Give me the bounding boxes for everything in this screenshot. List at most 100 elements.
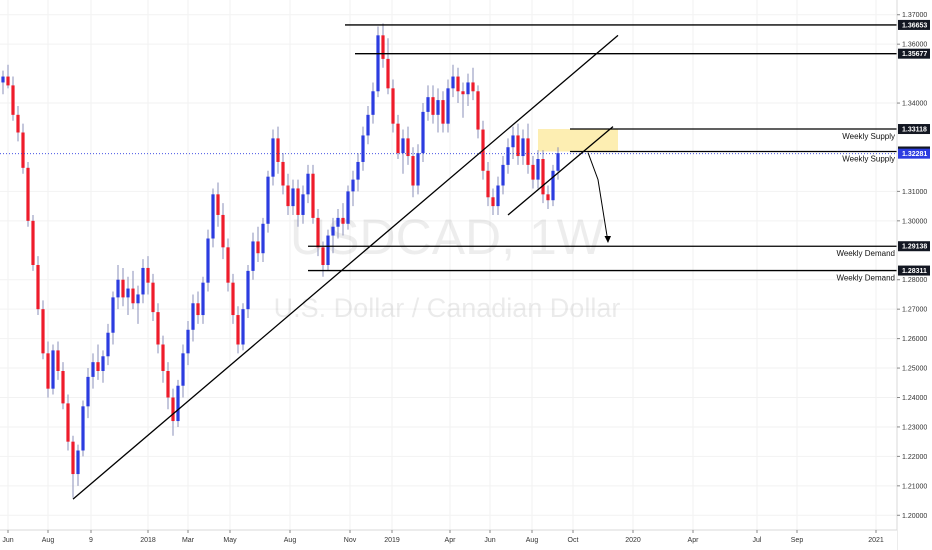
candle bbox=[311, 164, 315, 224]
candle-body-up bbox=[191, 303, 195, 330]
candle bbox=[261, 217, 265, 263]
time-axis[interactable]: Jun Aug 9 2018 Mar May Aug Nov 2019 Apr Jun Aug Oct 2… bbox=[0, 529, 897, 550]
candle-body-down bbox=[71, 441, 75, 475]
candle-body-up bbox=[141, 267, 145, 295]
candle bbox=[171, 388, 175, 436]
price-label-bg bbox=[898, 265, 930, 276]
candle-body-up bbox=[76, 450, 80, 475]
candle-body-down bbox=[316, 217, 320, 248]
candle bbox=[246, 265, 250, 318]
price-tick-label: 1.22000 bbox=[902, 454, 927, 461]
price-tick-label: 1.26000 bbox=[902, 336, 927, 343]
candle bbox=[111, 291, 115, 345]
candle bbox=[506, 138, 510, 174]
level-label: Weekly Demand bbox=[836, 249, 895, 258]
candle bbox=[541, 150, 545, 204]
time-tick-label: Jul bbox=[753, 537, 762, 544]
candle bbox=[6, 64, 10, 89]
time-tick-label: Aug bbox=[284, 537, 297, 544]
candles bbox=[1, 23, 560, 498]
level-label: Weekly Supply bbox=[842, 132, 895, 141]
price-tick-label: 1.34000 bbox=[902, 101, 927, 108]
candle-body-up bbox=[186, 329, 190, 354]
candle-body-up bbox=[501, 164, 505, 186]
projection-arrow[interactable] bbox=[587, 152, 609, 243]
candle bbox=[1, 70, 5, 95]
candle bbox=[501, 156, 505, 195]
candle-body-down bbox=[396, 123, 400, 154]
candle bbox=[176, 379, 180, 427]
time-tick-label: Nov bbox=[344, 537, 357, 544]
candle-body-up bbox=[291, 188, 295, 207]
price-label-bg bbox=[898, 48, 930, 59]
candle bbox=[21, 123, 25, 174]
candle-body-up bbox=[261, 223, 265, 254]
time-tick-label: Aug bbox=[42, 537, 55, 544]
candle-body-up bbox=[241, 309, 245, 345]
supply-zone-box bbox=[538, 129, 618, 152]
price-label-bg bbox=[898, 241, 930, 252]
candle bbox=[136, 285, 140, 324]
candle-body-up bbox=[271, 138, 275, 177]
inner-trendline[interactable] bbox=[507, 126, 614, 216]
price-tick-label: 1.30000 bbox=[902, 218, 927, 225]
candle bbox=[81, 400, 85, 457]
candle-body-up bbox=[416, 153, 420, 186]
time-tick-label: May bbox=[223, 537, 237, 544]
supply-zone-layer bbox=[538, 129, 618, 152]
candle bbox=[286, 173, 290, 215]
time-tick-label: 2019 bbox=[384, 537, 400, 544]
candle bbox=[441, 91, 445, 133]
candle-body-up bbox=[426, 97, 430, 112]
candle bbox=[241, 303, 245, 351]
candle bbox=[31, 214, 35, 271]
lower-trendline[interactable] bbox=[72, 34, 619, 500]
candle bbox=[181, 344, 185, 398]
price-tick-label: 1.25000 bbox=[902, 366, 927, 373]
candle bbox=[166, 362, 170, 410]
candle bbox=[496, 176, 500, 215]
candle-body-down bbox=[146, 267, 150, 283]
candle-body-down bbox=[66, 403, 70, 442]
candle-body-down bbox=[151, 282, 155, 313]
price-tick-label: 1.31000 bbox=[902, 189, 927, 196]
candle-body-up bbox=[306, 173, 310, 195]
candle bbox=[276, 126, 280, 174]
candle-body-up bbox=[111, 297, 115, 333]
candle bbox=[371, 82, 375, 124]
candle bbox=[191, 294, 195, 342]
candle-body-up bbox=[326, 235, 330, 265]
price-axis[interactable]: 1.37000 1.36000 1.34000 1.31000 1.30000 1.280… bbox=[896, 0, 932, 550]
candle-body-down bbox=[36, 265, 40, 310]
watermark: USDCAD, 1W U.S. Dollar / Canadian Dollar bbox=[274, 209, 621, 323]
candle bbox=[416, 144, 420, 195]
candle bbox=[216, 182, 220, 227]
candle-body-down bbox=[441, 100, 445, 124]
annotations bbox=[72, 34, 619, 500]
candle bbox=[51, 344, 55, 395]
candle bbox=[366, 106, 370, 145]
candle bbox=[61, 362, 65, 410]
candle-body-up bbox=[246, 270, 250, 310]
candle bbox=[146, 256, 150, 295]
time-tick-label: Oct bbox=[568, 537, 579, 544]
candle-body-up bbox=[466, 82, 470, 95]
candle-body-down bbox=[11, 85, 15, 115]
candle-body-down bbox=[256, 241, 260, 254]
time-tick-label: Sep bbox=[791, 537, 804, 544]
candle-body-down bbox=[286, 185, 290, 207]
candle bbox=[231, 273, 235, 324]
candle-body-down bbox=[281, 161, 285, 186]
candle bbox=[431, 85, 435, 124]
price-tick-label: 1.20000 bbox=[902, 513, 927, 520]
candle-body-up bbox=[51, 350, 55, 389]
candle bbox=[281, 153, 285, 195]
candle bbox=[291, 179, 295, 215]
candle-body-up bbox=[511, 135, 515, 148]
candle bbox=[206, 229, 210, 292]
candle-body-up bbox=[106, 332, 110, 357]
candle-body-up bbox=[446, 88, 450, 124]
candle-body-up bbox=[451, 76, 455, 89]
